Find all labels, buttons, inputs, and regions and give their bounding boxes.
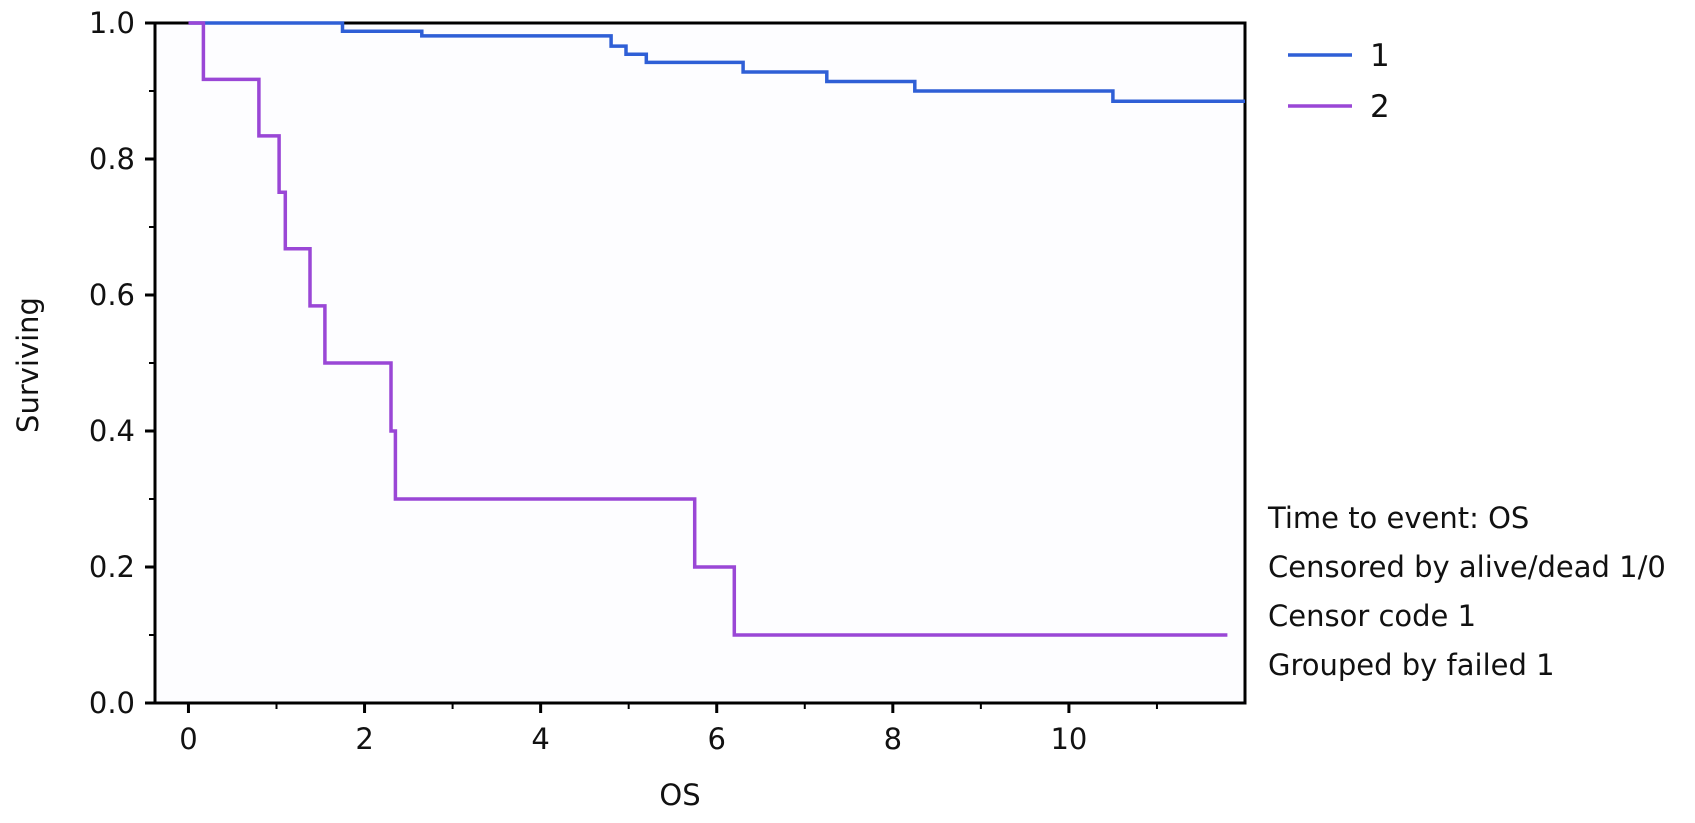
series-2-line	[188, 21, 1228, 637]
y-axis-title: Surviving	[11, 297, 45, 433]
y-tick-label: 0.2	[89, 550, 135, 584]
y-tick-label: 1.0	[89, 6, 135, 40]
x-axis: 0 2 4 6 8 10	[179, 703, 1158, 756]
legend: 1 2	[1288, 38, 1390, 125]
info-grouped-by: Grouped by failed 1	[1268, 648, 1555, 682]
y-tick-label: 0.6	[89, 278, 135, 312]
legend-label-series-1: 1	[1370, 38, 1390, 74]
x-tick-label: 10	[1050, 722, 1087, 756]
y-tick-label: 0.0	[89, 686, 135, 720]
info-censor-code: Censor code 1	[1268, 599, 1476, 633]
info-time-to-event: Time to event: OS	[1267, 501, 1529, 535]
info-censored-by: Censored by alive/dead 1/0	[1268, 550, 1666, 584]
legend-label-series-2: 2	[1370, 89, 1390, 125]
x-tick-label: 4	[531, 722, 549, 756]
x-tick-label: 0	[179, 722, 197, 756]
series-layer	[188, 21, 1245, 637]
series-1-line	[188, 21, 1245, 103]
info-annotations: Time to event: OS Censored by alive/dead…	[1267, 501, 1666, 682]
y-tick-label: 0.8	[89, 142, 135, 176]
plot-area	[153, 21, 1247, 705]
y-axis: 0.0 0.2 0.4 0.6 0.8 1.0	[89, 6, 155, 720]
x-axis-title: OS	[659, 778, 700, 812]
x-tick-label: 8	[884, 722, 902, 756]
x-tick-label: 2	[355, 722, 373, 756]
y-tick-label: 0.4	[89, 414, 135, 448]
x-tick-label: 6	[708, 722, 726, 756]
